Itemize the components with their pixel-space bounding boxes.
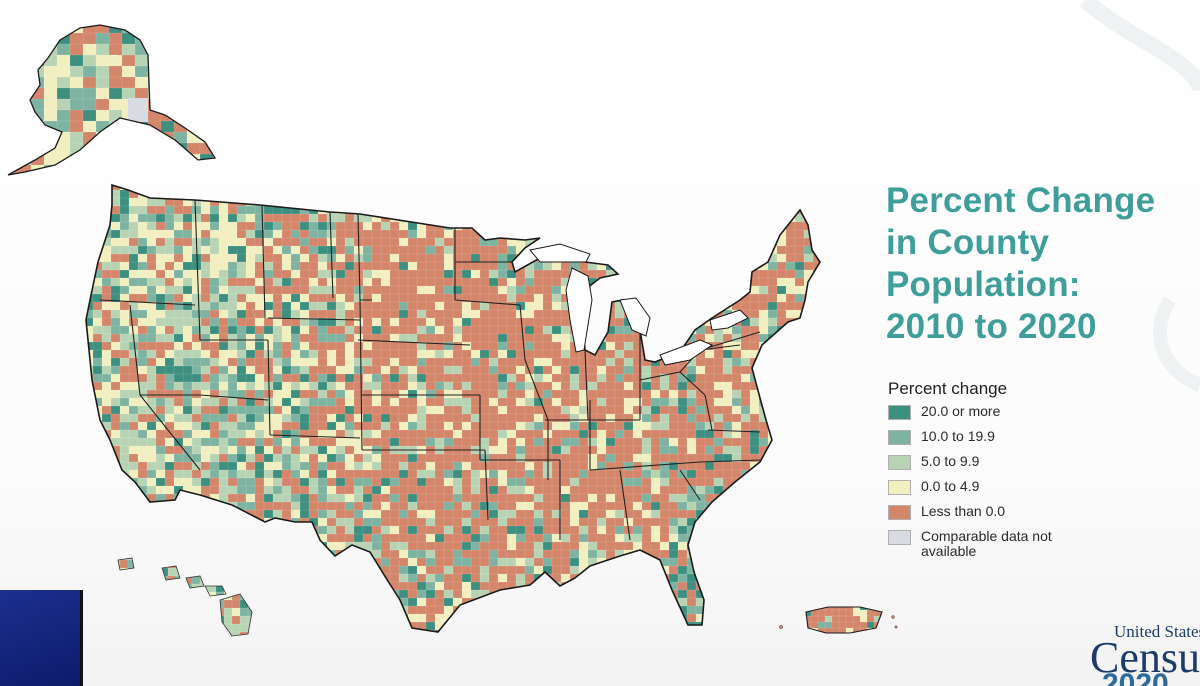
video-frame-edge	[80, 590, 83, 686]
title-line-2: in County	[886, 223, 1050, 262]
census-logo: United States Census 2020	[1088, 620, 1200, 686]
presenter-video-thumbnail	[0, 590, 81, 686]
legend-item-10-19: 10.0 to 19.9	[888, 429, 1148, 454]
legend-title: Percent change	[888, 379, 1008, 398]
legend-label: 5.0 to 9.9	[921, 453, 980, 469]
legend-item-0-4: 0.0 to 4.9	[888, 479, 1148, 504]
great-lakes	[529, 243, 749, 366]
alaska-counties	[8, 25, 215, 175]
legend-label: Less than 0.0	[921, 503, 1006, 519]
title-line-3: Population:	[886, 265, 1081, 304]
logo-line-census: Census	[1090, 633, 1200, 682]
legend-item-not-available: Comparable data not available	[888, 529, 1148, 561]
legend-label: 10.0 to 19.9	[921, 428, 995, 444]
legend-swatch	[888, 405, 911, 420]
legend-item-20-plus: 20.0 or more	[888, 404, 1148, 429]
legend-item-5-9: 5.0 to 9.9	[888, 454, 1148, 479]
logo-line-united-states: United States	[1114, 622, 1200, 641]
title-line-4: 2010 to 2020	[886, 307, 1097, 346]
logo-line-2020: 2020	[1102, 668, 1169, 686]
legend-label: 20.0 or more	[921, 403, 1001, 419]
legend-swatch	[888, 505, 911, 520]
legend-label: 0.0 to 4.9	[921, 478, 980, 494]
legend-item-negative: Less than 0.0	[888, 504, 1148, 529]
legend-swatch	[888, 530, 911, 545]
map-title: Percent Change in County Population: 201…	[886, 180, 1200, 348]
title-line-1: Percent Change	[886, 181, 1156, 220]
legend-swatch	[888, 480, 911, 495]
legend-label: Comparable data not available	[921, 528, 1052, 559]
legend-swatch	[888, 455, 911, 470]
legend-swatch	[888, 430, 911, 445]
legend: Percent change 20.0 or more 10.0 to 19.9…	[888, 379, 1148, 561]
